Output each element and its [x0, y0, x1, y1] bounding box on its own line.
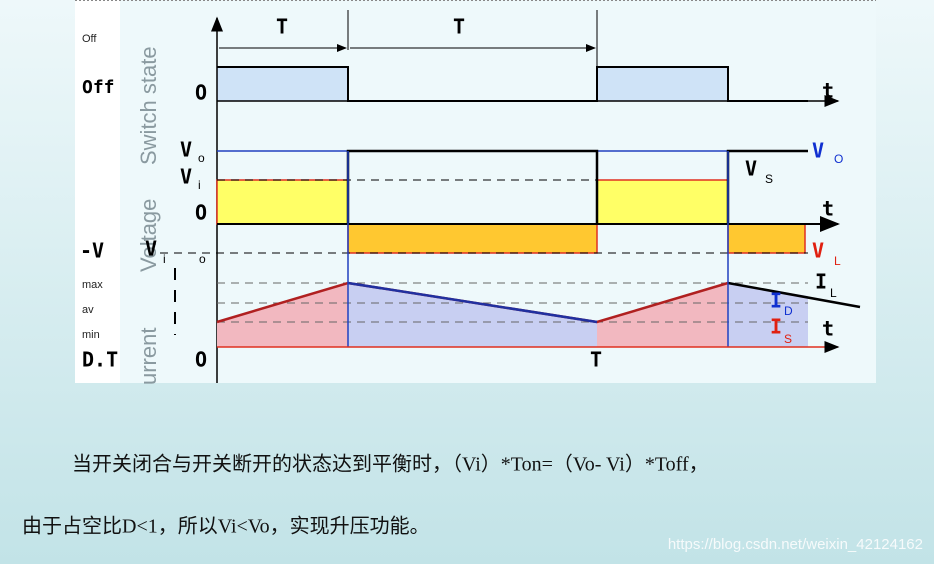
label: V	[145, 237, 157, 261]
label: T	[276, 15, 288, 39]
label: O	[195, 348, 207, 372]
label: I	[770, 315, 782, 339]
paragraph: 当开关闭合与开关断开的状态达到平衡时，（Vi）*Ton=（Vo- Vi）*Tof…	[72, 453, 709, 476]
label: L	[830, 286, 837, 300]
label: av	[82, 304, 94, 316]
label: O	[834, 152, 843, 166]
label: Off	[82, 33, 97, 45]
label: V	[180, 138, 192, 162]
label: Switch state	[136, 46, 161, 165]
label: max	[82, 279, 103, 291]
label: Off	[82, 77, 115, 98]
label: D	[784, 304, 793, 318]
label: V	[812, 239, 824, 263]
label: t	[822, 317, 834, 341]
label: i	[163, 252, 166, 266]
label: o	[199, 252, 206, 266]
label: t	[822, 79, 834, 103]
label: V	[745, 157, 757, 181]
label: T	[453, 15, 465, 39]
label: Voltage	[136, 199, 161, 272]
label: V	[812, 139, 824, 163]
label: L	[834, 254, 841, 268]
label: D.T	[82, 348, 118, 372]
label: o	[198, 151, 205, 165]
diagram: T T Off Off Switch state Voltage urrent …	[75, 0, 876, 385]
label: V	[180, 165, 192, 189]
paragraph: 由于占空比D<1，所以Vi<Vo，实现升压功能。	[22, 515, 430, 538]
label: S	[765, 172, 773, 186]
label: S	[784, 332, 792, 346]
watermark: https://blog.csdn.net/weixin_42124162	[668, 536, 923, 553]
label: T	[590, 348, 602, 372]
label: i	[198, 178, 201, 192]
label: -V	[80, 239, 104, 263]
label: O	[195, 201, 207, 225]
label: O	[195, 81, 207, 105]
label: t	[822, 197, 834, 221]
label: I	[815, 270, 827, 294]
label: min	[82, 329, 100, 341]
label: I	[770, 289, 782, 313]
label: urrent	[136, 328, 161, 385]
